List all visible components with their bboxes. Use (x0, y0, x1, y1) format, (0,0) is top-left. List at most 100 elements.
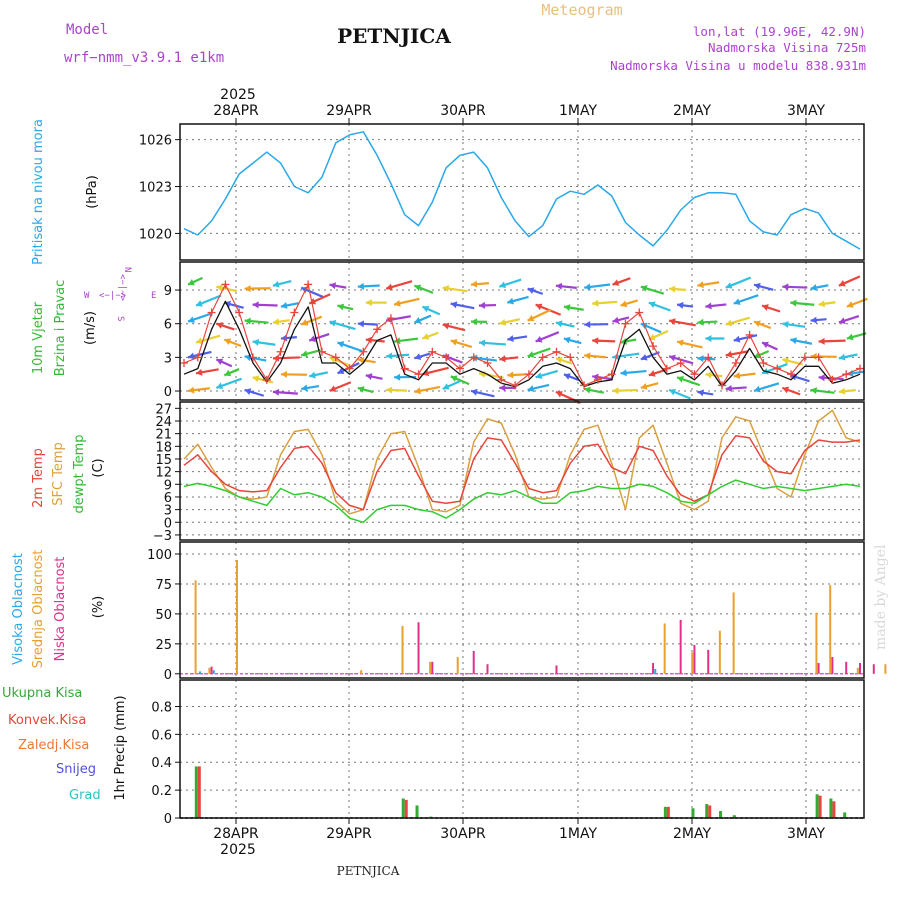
bottom-date-label-5: 3MAY (787, 826, 825, 842)
wind-arrowhead (196, 337, 203, 345)
legend-hail: Grad (69, 788, 101, 803)
wind-gust-marker (386, 314, 395, 323)
cloud-ytick-label-1: 25 (155, 638, 172, 653)
wind-arrowhead (365, 336, 373, 344)
wind-arrowhead (422, 333, 430, 340)
temp-ytick-label-10: 27 (155, 402, 172, 417)
wind-arrowhead (329, 385, 337, 392)
top-date-axis: 28APR 29APR 30APR 1MAY 2MAY 3MAY (213, 103, 825, 124)
wind-arrowhead (422, 305, 430, 313)
wind-arrowhead (414, 317, 422, 324)
total-rain-bar (829, 798, 833, 818)
wind-gust-marker (207, 308, 216, 317)
wind-ytick-label-2: 6 (164, 318, 172, 333)
wind-arrowhead (188, 316, 195, 323)
wind-gust-marker (580, 381, 589, 390)
wind-gust-line (183, 283, 861, 386)
precip-frame (179, 679, 865, 819)
wind-arrowhead (471, 318, 478, 326)
wind-arrowhead (810, 387, 817, 395)
convective-rain-bar (197, 766, 201, 818)
wind-arrowhead (309, 335, 316, 343)
wind-gust-marker (235, 308, 244, 317)
wind-panel: 10m Vjetar Brzina i Pravac (m/s) N <−|−>… (31, 261, 868, 404)
wind-arrowhead (535, 303, 543, 311)
footer-station: PETNJICA (337, 864, 400, 878)
cloud-frame (179, 541, 865, 679)
wind-arrowhead (301, 319, 309, 326)
wind-gust-marker (317, 347, 326, 356)
bottom-date-label-3: 1MAY (559, 826, 597, 842)
wind-arrowhead (733, 372, 741, 380)
wind-gust-marker (842, 370, 851, 379)
wind-arrowhead (754, 385, 761, 393)
wind-arrowhead (224, 369, 232, 377)
wind-arrowhead (762, 341, 769, 349)
legend-total-rain: Ukupna Kisa (2, 686, 82, 701)
pressure-ytick-label-0: 1020 (139, 227, 172, 242)
wind-arrowhead (555, 356, 563, 364)
wind-gust-marker (359, 347, 368, 356)
wind-arrowhead (414, 284, 422, 292)
wind-gust-marker (566, 353, 575, 362)
wind-arrowhead (196, 368, 203, 376)
wind-arrowhead (705, 371, 712, 379)
wind-arrowhead (620, 337, 628, 345)
wind-frame (179, 261, 865, 401)
model-elevation-label: Nadmorska Visina u modelu 838.931m (610, 58, 866, 73)
lonlat-label: lon,lat (19.96E, 42.9N) (693, 24, 866, 39)
wind-arrowhead (252, 375, 260, 383)
wind-arrowhead (272, 318, 280, 326)
sfc-axis-title: SFC Temp (51, 442, 66, 506)
wind-arrowhead (507, 335, 514, 343)
wind-arrowhead (677, 301, 684, 309)
wind-arrowhead (612, 387, 619, 395)
wind-arrowhead (280, 370, 287, 378)
wind-arrowhead (592, 337, 599, 345)
wind-arrowhead (782, 357, 789, 365)
temp-ytick-label-1: 0 (164, 516, 172, 531)
compass-south: S (115, 316, 125, 321)
wind-gust-marker (635, 308, 644, 317)
wind-arrowhead (584, 283, 591, 291)
wind-arrowhead (188, 278, 195, 286)
wind-arrowhead (725, 384, 732, 392)
pressure-ytick-label-1: 1023 (139, 181, 172, 196)
wind-arrowhead (337, 303, 345, 311)
wind-arrowhead (725, 319, 733, 327)
wind-arrowhead (357, 320, 364, 328)
station-title: PETNJICA (337, 24, 451, 48)
credit-text: made by Angel (873, 544, 889, 650)
wind-arrowhead (677, 375, 684, 383)
wind-arrowhead (810, 316, 817, 324)
temp-ytick-label-6: 15 (155, 453, 172, 468)
bottom-date-axis: 28APR 29APR 30APR 1MAY 2MAY 3MAY (213, 818, 825, 842)
wind-arrowhead (365, 373, 373, 380)
wind-arrowhead (272, 280, 280, 288)
wind-arrowhead (252, 338, 260, 346)
wind-arrowhead (301, 350, 308, 358)
total-rain-bar (401, 798, 405, 818)
cloud-ytick-label-2: 50 (155, 608, 172, 623)
wind-arrowhead (244, 317, 251, 325)
wind-gust-marker (193, 353, 202, 362)
pressure-panel: Pritisak na nivou mora (hPa) 1020 1023 102… (31, 119, 865, 265)
wind-gust-marker (455, 364, 464, 373)
wind-arrowhead (216, 382, 224, 390)
wind-arrowhead (244, 285, 251, 293)
wind-arrowhead (640, 353, 648, 361)
wind-arrowhead (640, 382, 648, 390)
wind-arrowhead (555, 320, 563, 328)
wind-arrowhead (450, 301, 458, 309)
wind-gust-marker (690, 370, 699, 379)
wind-arrowhead (818, 337, 825, 345)
wind-gust-marker (662, 364, 671, 373)
precip-ytick-label-0: 0 (164, 812, 172, 827)
wind-arrowhead (725, 350, 733, 358)
wind-gust-marker (276, 347, 285, 356)
wind-arrowhead (309, 371, 316, 379)
wind-arrowhead (725, 282, 733, 289)
top-date-label-5: 3MAY (787, 103, 825, 119)
wind-arrowhead (309, 297, 317, 305)
precip-panel: Ukupna Kisa Konvek.Kisa Zaledj.Kisa Snij… (2, 679, 865, 827)
